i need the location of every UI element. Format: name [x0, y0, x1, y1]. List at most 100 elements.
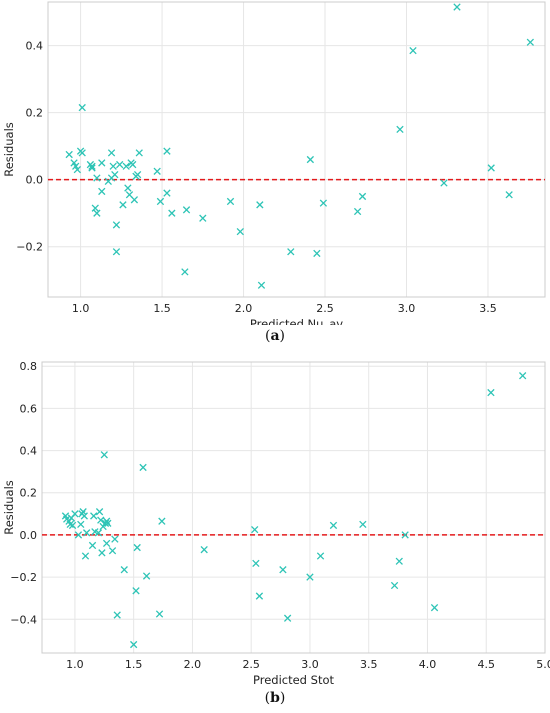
data-point: [155, 610, 164, 618]
data-point: [93, 174, 101, 182]
data-point: [122, 162, 130, 170]
data-point: [257, 281, 266, 289]
data-point: [353, 207, 362, 216]
x-tick-label: 2.5: [242, 658, 260, 671]
y-tick-label: 0.8: [20, 360, 38, 373]
data-point: [113, 611, 121, 619]
data-point: [133, 543, 141, 552]
chart-panel-a: 1.0 1.5 2.0 2.5 3.0 3.5 −0.2 0.0 0.2 0.4 Predicted…: [0, 0, 550, 350]
data-point: [168, 209, 176, 217]
data-point: [390, 581, 399, 590]
data-point: [135, 149, 143, 157]
panel-label-b: (b): [264, 690, 286, 706]
data-point: [77, 520, 85, 529]
x-tick-label: 4.5: [477, 658, 495, 671]
plot-frame: [41, 361, 546, 654]
x-tick-label: 3.0: [398, 302, 416, 315]
data-point: [74, 531, 83, 539]
data-point: [116, 160, 124, 169]
data-point: [306, 155, 315, 164]
data-point: [487, 388, 495, 397]
data-point: [111, 535, 119, 543]
data-point: [487, 164, 495, 172]
x-tick-label: 1.5: [153, 302, 171, 315]
panel-label-a: (a): [264, 328, 285, 344]
data-point: [156, 197, 165, 206]
data-point: [316, 552, 325, 560]
x-tick-label: 1.0: [72, 302, 90, 315]
y-tick-label: 0.2: [20, 487, 38, 500]
data-point: [91, 204, 99, 212]
data-point: [132, 587, 140, 595]
data-point: [93, 209, 101, 217]
x-tick-label: 3.5: [479, 302, 497, 315]
data-point: [73, 165, 81, 174]
data-point: [153, 167, 161, 175]
data-point: [80, 512, 88, 520]
data-point: [359, 520, 367, 529]
scatter-plot-a: 1.0 1.5 2.0 2.5 3.0 3.5 −0.2 0.0 0.2 0.4 Predicted…: [2, 1, 546, 325]
data-point: [119, 201, 127, 209]
data-point: [453, 3, 461, 11]
data-point: [200, 546, 208, 554]
data-point: [181, 268, 189, 276]
x-tick-label: 5.0: [536, 658, 550, 671]
data-point: [88, 541, 97, 550]
data-point: [120, 566, 128, 574]
data-point: [82, 529, 91, 537]
data-point: [68, 521, 77, 530]
data-point: [395, 557, 403, 565]
data-point: [71, 510, 79, 518]
data-point: [102, 539, 111, 548]
data-point: [251, 525, 259, 534]
y-tick-label: −0.4: [10, 613, 37, 626]
data-point: [306, 573, 314, 581]
x-tick-label: 2.0: [184, 658, 202, 671]
data-point: [401, 531, 409, 539]
data-point: [163, 189, 171, 197]
data-point: [81, 552, 90, 560]
data-point: [236, 227, 244, 236]
data-point: [505, 191, 513, 199]
data-point: [112, 248, 121, 256]
data-point: [79, 508, 87, 516]
data-point: [182, 206, 191, 214]
data-point: [90, 512, 98, 520]
data-point: [319, 199, 328, 207]
data-point: [440, 179, 448, 187]
data-point: [108, 547, 117, 555]
data-point: [65, 150, 73, 159]
data-point: [133, 170, 142, 179]
data-point: [358, 192, 367, 201]
data-point: [130, 640, 138, 649]
x-tick-label: 2.5: [316, 302, 334, 315]
data-point: [430, 604, 439, 612]
y-tick-label: 0.4: [26, 40, 44, 53]
data-point: [78, 103, 86, 112]
data-point: [199, 214, 207, 222]
data-point: [112, 221, 121, 229]
y-tick-label: 0.4: [20, 445, 38, 458]
data-point: [226, 197, 235, 206]
data-point: [396, 125, 404, 134]
data-point: [78, 149, 86, 157]
y-axis-label: Residuals: [2, 480, 16, 535]
data-point: [101, 519, 110, 527]
data-point: [94, 529, 103, 537]
data-point: [95, 508, 104, 516]
x-tick-label: 1.5: [125, 658, 143, 671]
data-point: [104, 519, 112, 527]
scatter-plot-b: 1.0 1.5 2.0 2.5 3.0 3.5 4.0 4.5 5.0 −0.4 −0.2 0.0 0.…: [2, 360, 550, 685]
data-point: [526, 38, 534, 46]
data-point: [102, 517, 111, 525]
data-point: [100, 451, 108, 459]
x-tick-label: 3.0: [301, 658, 319, 671]
data-point: [97, 516, 105, 524]
x-tick-label: 1.0: [66, 658, 84, 671]
data-point: [139, 463, 147, 472]
data-point: [409, 46, 417, 55]
data-point: [130, 196, 139, 204]
y-tick-label: 0.6: [20, 402, 38, 415]
y-axis-label: Residuals: [2, 122, 16, 177]
y-tick-label: −0.2: [10, 571, 37, 584]
